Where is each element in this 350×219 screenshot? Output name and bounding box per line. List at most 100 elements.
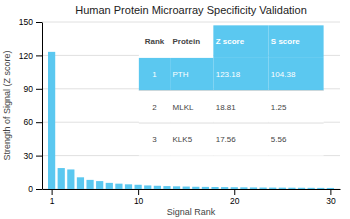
bar xyxy=(96,181,103,189)
x-tick-label: 30 xyxy=(326,196,336,206)
bar xyxy=(298,188,305,189)
table-cell xyxy=(268,90,323,123)
y-tick-label: 30 xyxy=(24,151,34,161)
bar xyxy=(173,186,180,189)
y-tick: 30 xyxy=(24,151,42,161)
bar xyxy=(279,188,286,189)
table-cell xyxy=(170,25,213,58)
bar xyxy=(125,184,132,189)
table-text: Protein xyxy=(173,37,201,46)
table-text: 1.25 xyxy=(271,103,287,112)
bar xyxy=(192,187,199,189)
table-text: 5.56 xyxy=(271,135,287,144)
y-tick-mark xyxy=(36,89,42,90)
table-text: 3 xyxy=(152,135,157,144)
y-tick-mark xyxy=(36,22,42,23)
y-tick-label: 150 xyxy=(19,17,33,27)
y-tick-label: 0 xyxy=(28,184,33,194)
table-cell xyxy=(213,58,268,91)
y-tick-mark xyxy=(36,55,42,56)
table-text: Rank xyxy=(145,37,165,46)
table-cell xyxy=(139,25,170,58)
bar xyxy=(58,168,65,189)
table-cell xyxy=(268,123,323,156)
bar xyxy=(221,187,228,189)
table-text: PTH xyxy=(173,70,189,79)
x-tick: 10 xyxy=(134,189,144,206)
table: Rank Protein Z score S score 1 PTH 123.18 104.3… xyxy=(139,25,324,155)
bar xyxy=(308,188,315,189)
table-cell xyxy=(213,90,268,123)
bar xyxy=(183,187,190,189)
y-axis: 0 30 60 90 120 150 xyxy=(19,17,43,194)
bar xyxy=(202,187,209,189)
x-tick-mark xyxy=(330,189,331,195)
table-text: 17.56 xyxy=(216,135,237,144)
table-text: 1 xyxy=(152,70,157,79)
bar xyxy=(211,187,218,189)
plot-area: 1 10 20 30 0 30 60 90 120 150 Rank Protein Z score S … xyxy=(19,17,341,206)
table-cell xyxy=(170,58,213,91)
bar xyxy=(86,180,93,189)
grid xyxy=(42,22,340,189)
table-cell xyxy=(139,123,170,156)
x-axis-title: Signal Rank xyxy=(167,207,216,217)
bar xyxy=(77,177,84,189)
bar xyxy=(135,185,142,189)
table-text: 18.81 xyxy=(216,103,237,112)
y-axis-line xyxy=(42,23,43,190)
y-tick: 150 xyxy=(19,17,42,27)
table-cell xyxy=(213,25,268,58)
x-tick-mark xyxy=(234,189,235,195)
y-tick: 90 xyxy=(24,84,42,94)
table-cell xyxy=(268,25,323,58)
bar xyxy=(144,185,151,189)
bar xyxy=(48,52,55,189)
x-tick-label: 1 xyxy=(50,196,55,206)
y-tick-label: 120 xyxy=(19,51,33,61)
bars xyxy=(48,52,334,189)
y-tick-mark xyxy=(36,156,42,157)
bar xyxy=(269,188,276,189)
y-tick-label: 90 xyxy=(24,84,34,94)
x-tick-mark xyxy=(52,189,53,195)
bar xyxy=(154,186,161,189)
y-tick-label: 60 xyxy=(24,117,34,127)
table-cell xyxy=(170,123,213,156)
table-rule xyxy=(139,90,324,91)
y-axis-title: Strength of Signal (Z score) xyxy=(2,50,12,160)
bar xyxy=(259,188,266,189)
bar xyxy=(240,187,247,189)
bar xyxy=(163,186,170,189)
table-text: S score xyxy=(271,37,300,46)
table-text: 123.18 xyxy=(216,70,241,79)
x-tick-label: 20 xyxy=(230,196,240,206)
table-text: 2 xyxy=(152,103,157,112)
bar xyxy=(231,187,238,189)
table-cell xyxy=(170,90,213,123)
table-cell xyxy=(139,90,170,123)
title: Human Protein Microarray Specificity Val… xyxy=(75,4,307,16)
bar xyxy=(317,188,324,189)
y-tick: 60 xyxy=(24,117,42,127)
bar xyxy=(250,187,257,189)
y-tick-mark xyxy=(36,122,42,123)
y-tick: 0 xyxy=(28,184,42,194)
table-cell xyxy=(213,123,268,156)
table-text: Z score xyxy=(216,37,245,46)
bar xyxy=(67,169,74,189)
x-axis: 1 10 20 30 xyxy=(43,189,341,206)
x-tick-mark xyxy=(138,189,139,195)
grid-line xyxy=(42,22,340,23)
table-text: 104.38 xyxy=(271,70,296,79)
table-cell xyxy=(268,58,323,91)
x-tick: 30 xyxy=(326,189,336,206)
y-tick: 120 xyxy=(19,51,42,61)
bar xyxy=(327,188,334,189)
x-axis-line xyxy=(43,189,341,190)
table-cell xyxy=(139,58,170,91)
bar xyxy=(115,184,122,189)
table-text: KLK5 xyxy=(173,135,193,144)
table-text: MLKL xyxy=(173,103,194,112)
chart: 1 10 20 30 0 30 60 90 120 150 Rank Protein Z score S … xyxy=(0,0,350,219)
